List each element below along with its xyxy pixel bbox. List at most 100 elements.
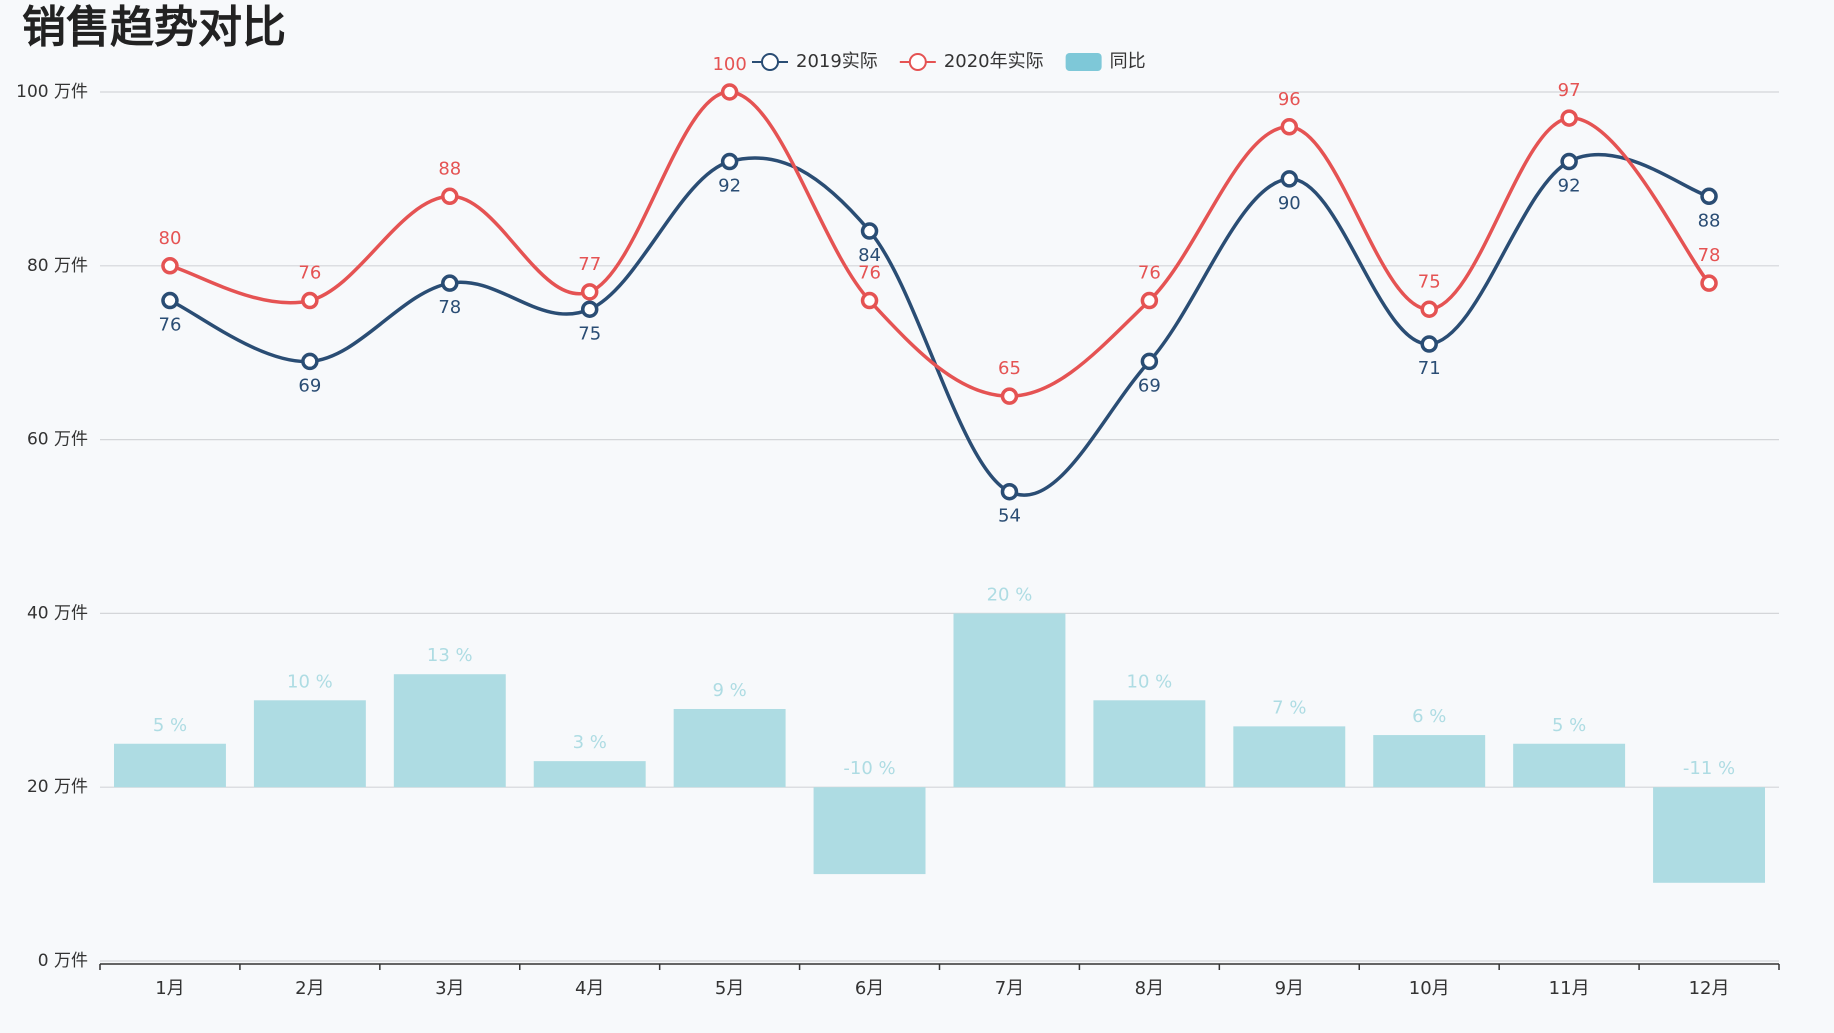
legend-swatch — [1065, 53, 1102, 71]
bar-value-label: -10 % — [843, 758, 895, 779]
x-tick-label: 9月 — [1275, 978, 1304, 999]
point-label: 77 — [578, 254, 601, 275]
bar — [113, 743, 226, 788]
point-label: 69 — [298, 375, 321, 396]
bar-value-label: 5 % — [153, 715, 187, 736]
point — [1420, 335, 1438, 353]
point-label: 69 — [1138, 375, 1161, 396]
point-label: 76 — [858, 263, 881, 284]
point-label: 92 — [718, 176, 741, 197]
point — [1700, 187, 1718, 206]
point — [1140, 291, 1159, 310]
point-label: 75 — [1418, 271, 1441, 292]
line — [169, 153, 1710, 497]
legend-swatch — [908, 53, 927, 71]
x-tick-label: 4月 — [575, 978, 604, 999]
point — [301, 291, 319, 310]
legend-swatch — [761, 53, 779, 71]
y-tick-label: 20 万件 — [27, 777, 88, 797]
bar-value-label: 5 % — [1552, 715, 1586, 736]
point — [1560, 109, 1578, 127]
x-tick-label: 6月 — [855, 978, 884, 999]
bar — [953, 613, 1066, 788]
bar — [393, 674, 506, 788]
x-tick-label: 12月 — [1689, 978, 1730, 999]
point-label: 76 — [159, 315, 182, 336]
x-tick-label: 1月 — [155, 978, 184, 999]
point — [720, 83, 739, 101]
point — [1000, 482, 1019, 501]
y-tick-label: 60 万件 — [27, 430, 88, 450]
x-tick-label: 11月 — [1549, 978, 1590, 999]
point — [1280, 170, 1299, 188]
point-label: 78 — [438, 297, 461, 318]
point-label: 76 — [298, 263, 321, 284]
point-label: 78 — [1698, 245, 1721, 266]
point-label: 92 — [1558, 176, 1581, 197]
bar-value-label: 10 % — [287, 671, 333, 692]
line — [169, 90, 1711, 398]
bar-value-label: 20 % — [987, 584, 1033, 605]
point — [161, 257, 179, 275]
point-label: 80 — [159, 228, 182, 249]
point-label: 75 — [578, 323, 601, 344]
point — [1560, 152, 1578, 171]
point-label: 84 — [858, 245, 881, 266]
x-tick-label: 7月 — [995, 978, 1024, 999]
y-tick-label: 40 万件 — [27, 603, 88, 623]
point — [441, 187, 459, 206]
x-tick-label: 3月 — [435, 978, 464, 999]
bar-value-label: 10 % — [1127, 671, 1173, 692]
y-tick-label: 80 万件 — [27, 256, 88, 276]
bar — [1373, 735, 1486, 788]
point-label: 88 — [1698, 210, 1721, 231]
bar-value-label: 9 % — [712, 680, 746, 701]
bar — [1653, 787, 1766, 883]
x-tick-label: 5月 — [715, 978, 744, 999]
point — [1700, 274, 1718, 292]
bar — [813, 787, 926, 875]
bar — [533, 761, 646, 788]
bar-value-label: 3 % — [573, 732, 607, 753]
bar — [253, 700, 366, 788]
point — [441, 274, 459, 292]
point — [1420, 300, 1438, 318]
x-tick-label: 10月 — [1409, 978, 1450, 999]
bar — [1513, 743, 1626, 788]
point — [301, 352, 319, 371]
legend-label: 同比 — [1110, 51, 1146, 72]
point-label: 54 — [998, 506, 1021, 527]
point-label: 100 — [712, 54, 746, 75]
point — [720, 152, 739, 171]
point — [1280, 118, 1299, 136]
bar-value-label: 7 % — [1272, 697, 1306, 718]
bar — [1093, 700, 1206, 788]
point — [1000, 387, 1019, 405]
point-label: 71 — [1418, 358, 1441, 379]
point — [860, 222, 879, 240]
legend-label: 2020年实际 — [944, 51, 1044, 72]
point-label: 90 — [1278, 193, 1301, 214]
bar-value-label: -11 % — [1683, 758, 1735, 779]
bar — [1233, 726, 1346, 788]
point-label: 88 — [438, 158, 461, 179]
x-tick-label: 8月 — [1135, 978, 1164, 999]
bar-value-label: 6 % — [1412, 706, 1446, 727]
y-tick-label: 100 万件 — [16, 82, 88, 102]
y-tick-label: 0 万件 — [38, 951, 88, 971]
point-label: 97 — [1558, 80, 1581, 101]
point-label: 96 — [1278, 89, 1301, 110]
chart-title: 销售趋势对比 — [22, 2, 286, 53]
x-tick-label: 2月 — [295, 978, 324, 999]
point — [580, 300, 599, 318]
point — [161, 291, 179, 310]
bar-value-label: 13 % — [427, 645, 473, 666]
point — [860, 291, 879, 310]
point — [1140, 352, 1159, 371]
point-label: 76 — [1138, 263, 1161, 284]
bar — [673, 708, 786, 788]
legend-label: 2019实际 — [796, 51, 878, 72]
point-label: 65 — [998, 358, 1021, 379]
